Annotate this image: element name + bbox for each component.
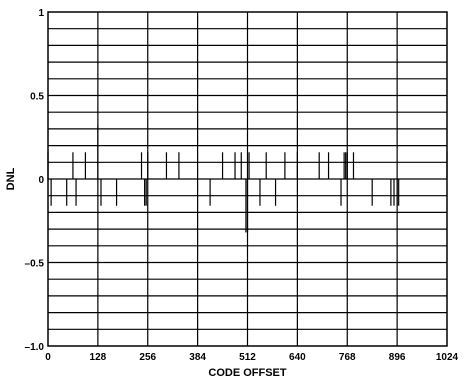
x-tick-label: 0 (45, 352, 51, 363)
y-tick-label: –0.5 (25, 259, 45, 270)
y-tick-label: 0 (38, 175, 44, 186)
y-axis-label: DNL (5, 167, 17, 190)
x-tick-label: 896 (389, 352, 406, 363)
x-tick-label: 512 (239, 352, 256, 363)
x-tick-label: 640 (289, 352, 306, 363)
x-axis-label: CODE OFFSET (208, 367, 287, 379)
dnl-bars (47, 125, 448, 233)
plot-frame (47, 11, 448, 347)
y-tick-label: 0.5 (30, 92, 44, 103)
y-tick-labels: –1.0 –0.5 0 0.5 1 (25, 8, 45, 353)
x-tick-label: 256 (139, 352, 156, 363)
x-tick-label: 384 (189, 352, 206, 363)
y-tick-label: –1.0 (25, 342, 45, 353)
x-tick-label: 128 (90, 352, 107, 363)
x-tick-label: 1024 (436, 352, 459, 363)
x-tick-labels: 0 128 256 384 512 640 768 896 1024 (45, 352, 458, 363)
y-tick-label: 1 (38, 8, 44, 19)
x-tick-label: 768 (339, 352, 356, 363)
